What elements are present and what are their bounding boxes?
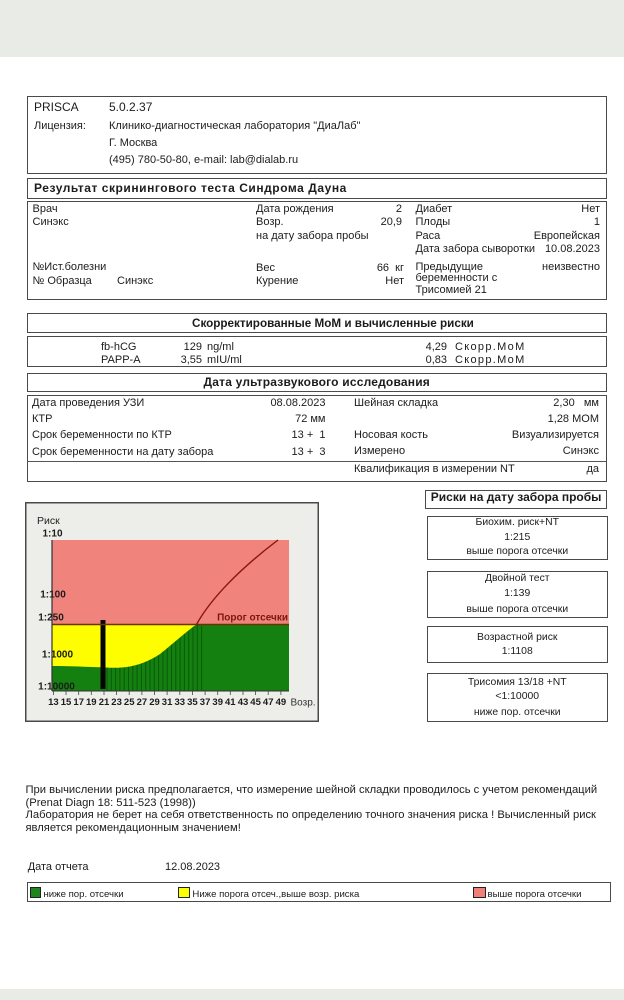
svg-text:43: 43 bbox=[238, 697, 249, 708]
svg-text:23: 23 bbox=[111, 697, 122, 708]
svg-text:1:10: 1:10 bbox=[42, 529, 62, 540]
svg-text:41: 41 bbox=[225, 697, 236, 708]
svg-text:Риск: Риск bbox=[37, 515, 60, 527]
svg-text:1:10000: 1:10000 bbox=[38, 682, 75, 693]
svg-text:33: 33 bbox=[175, 697, 186, 708]
svg-text:1:100: 1:100 bbox=[40, 590, 66, 601]
svg-text:35: 35 bbox=[187, 697, 198, 708]
svg-text:29: 29 bbox=[149, 697, 160, 708]
svg-text:27: 27 bbox=[137, 697, 148, 708]
svg-text:39: 39 bbox=[212, 697, 223, 708]
svg-text:17: 17 bbox=[73, 697, 84, 708]
svg-text:1:1000: 1:1000 bbox=[42, 650, 74, 661]
svg-text:25: 25 bbox=[124, 697, 135, 708]
svg-text:45: 45 bbox=[250, 697, 261, 708]
svg-text:49: 49 bbox=[276, 697, 287, 708]
svg-text:31: 31 bbox=[162, 697, 173, 708]
svg-text:37: 37 bbox=[200, 697, 211, 708]
svg-text:21: 21 bbox=[99, 697, 110, 708]
svg-text:Возр.: Возр. bbox=[291, 698, 316, 709]
svg-text:19: 19 bbox=[86, 697, 97, 708]
svg-text:47: 47 bbox=[263, 697, 274, 708]
svg-text:15: 15 bbox=[61, 697, 72, 708]
svg-text:Порог отсечки: Порог отсечки bbox=[217, 613, 288, 624]
svg-text:1:250: 1:250 bbox=[38, 613, 64, 624]
svg-text:13: 13 bbox=[48, 697, 59, 708]
